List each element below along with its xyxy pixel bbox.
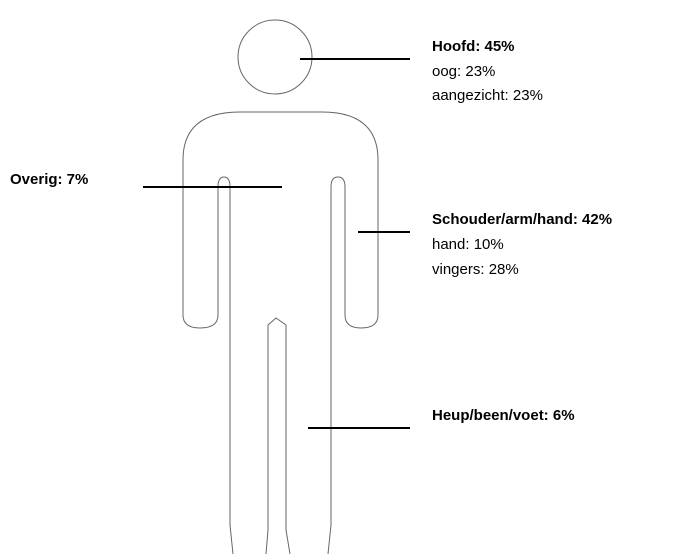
region-title: Overig: 7%	[10, 171, 88, 188]
body-outline	[182, 111, 379, 555]
region-item: vingers: 28%	[432, 261, 519, 278]
region-item: hand: 10%	[432, 236, 504, 253]
head-outline	[237, 19, 313, 95]
region-title: Hoofd: 45%	[432, 38, 515, 55]
region-item: oog: 23%	[432, 63, 495, 80]
region-title: Heup/been/voet: 6%	[432, 407, 575, 424]
region-item: aangezicht: 23%	[432, 87, 543, 104]
leg-outline	[265, 317, 291, 555]
region-title: Schouder/arm/hand: 42%	[432, 211, 612, 228]
